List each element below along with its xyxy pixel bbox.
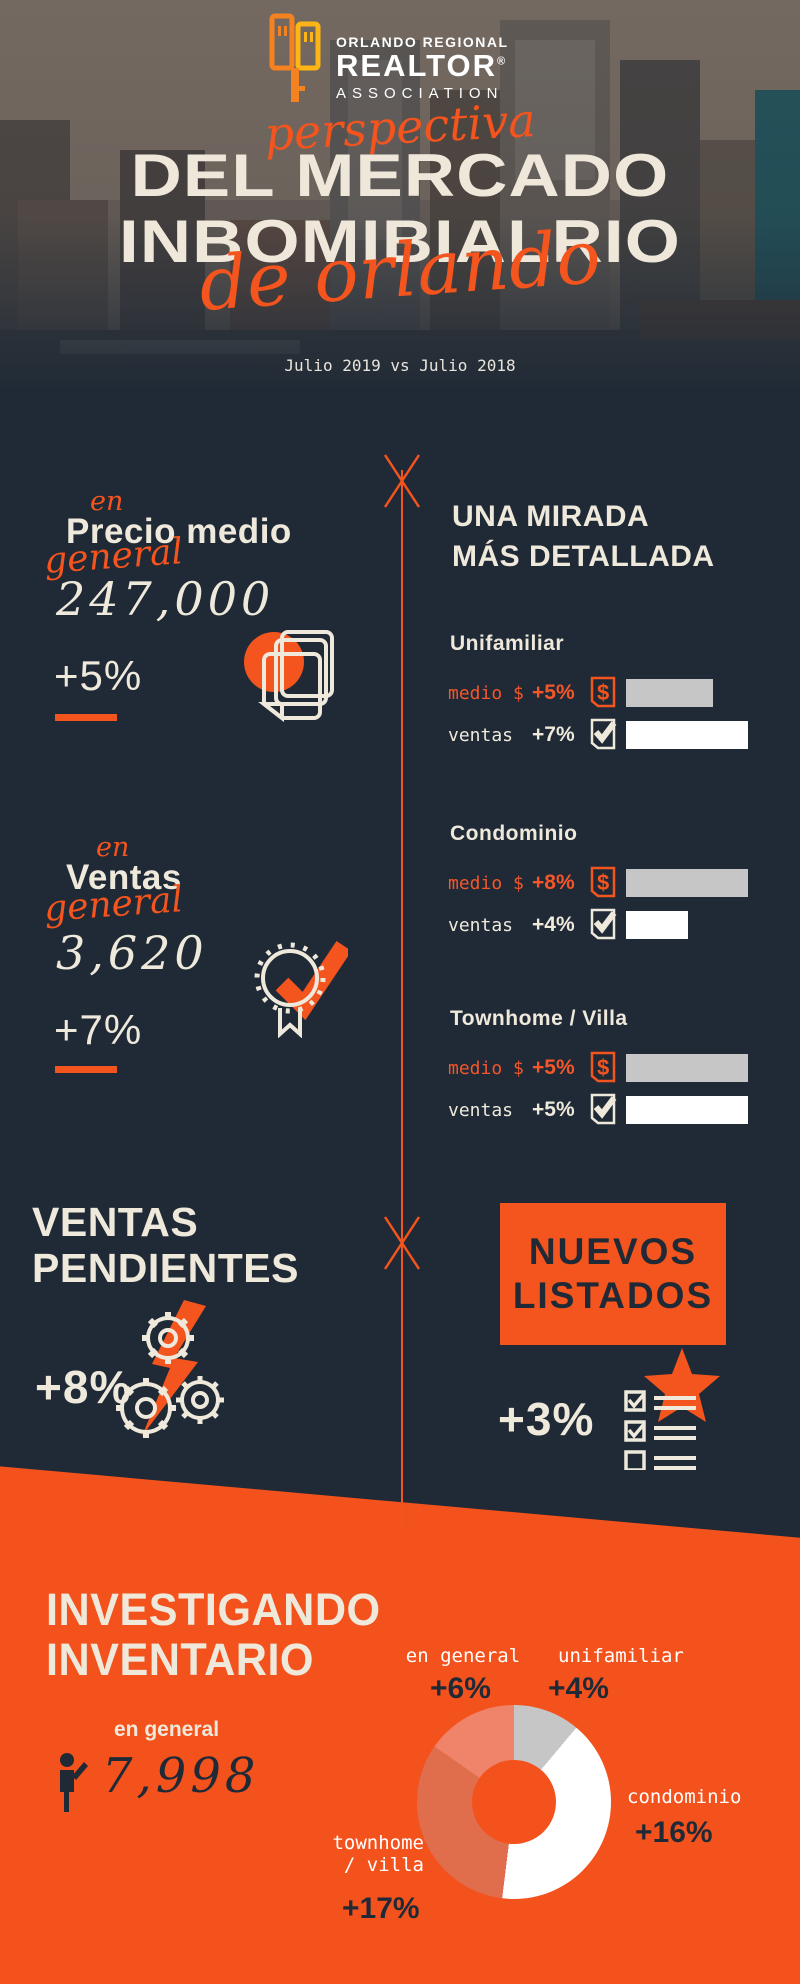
precio-script-en: en: [90, 486, 124, 517]
bar-ventas: [626, 721, 748, 749]
unifamiliar-ventas-row: ventas +7%: [448, 718, 748, 752]
row-label: medio $: [448, 872, 524, 894]
logo-line-realtor: REALTOR®: [336, 48, 508, 83]
row-pct: +8%: [532, 871, 575, 894]
svg-text:$: $: [597, 680, 609, 705]
dark-section-background: [0, 390, 800, 1538]
hero-title-line2: INBOMIBIALRIO: [118, 208, 682, 275]
inventario-value: 7,998: [102, 1748, 260, 1804]
pendientes-title-line1: VENTAS: [32, 1199, 199, 1245]
photo-dark-overlay: [0, 0, 800, 390]
bar-medio: [626, 679, 713, 707]
doc-check-icon: [588, 1093, 626, 1127]
person-icon: [60, 1753, 88, 1812]
donut-label-unifamiliar: unifamiliar: [558, 1645, 684, 1667]
inventario-general-label: en general: [114, 1718, 220, 1741]
row-label: medio $: [448, 1057, 524, 1079]
hero-header: ORLANDO REGIONAL REALTOR® ASSOCIATION pe…: [0, 0, 800, 390]
divider-x-icon: [383, 1216, 421, 1270]
documents-stack-icon: [244, 630, 334, 723]
condominio-medio-row: medio $ +8% $: [448, 866, 748, 900]
doc-dollar-icon: $: [588, 676, 626, 710]
category-unifamiliar: Unifamiliar: [450, 632, 565, 655]
realtor-house-key-icon: [269, 13, 321, 102]
ventas-underline: [55, 1066, 117, 1073]
row-pct: +4%: [532, 913, 575, 936]
divider-x-icon: [383, 454, 421, 508]
star-checklist-icon: [624, 1348, 720, 1470]
precio-value: 247,000: [56, 572, 275, 626]
row-label: ventas: [448, 914, 514, 936]
detail-title-line2: MÁS DETALLADA: [452, 539, 715, 573]
precio-pct: +5%: [54, 652, 143, 699]
row-pct: +7%: [532, 723, 575, 746]
listados-pct: +3%: [498, 1393, 595, 1445]
bar-medio: [626, 869, 748, 897]
row-label: ventas: [448, 724, 514, 746]
doc-dollar-icon: $: [588, 866, 626, 900]
donut-label-en-general: en general: [405, 1645, 521, 1667]
nuevos-listados-box: NUEVOS LISTADOS: [500, 1203, 726, 1345]
category-townhome-villa: Townhome / Villa: [450, 1007, 628, 1030]
inventario-title-line2: INVENTARIO: [46, 1634, 315, 1686]
pendientes-title-line2: PENDIENTES: [32, 1244, 299, 1291]
inventario-title: INVESTIGANDO INVENTARIO: [46, 1584, 381, 1686]
svg-text:$: $: [597, 870, 609, 895]
orra-logo: ORLANDO REGIONAL REALTOR® ASSOCIATION: [268, 10, 509, 102]
ventas-pct: +7%: [54, 1006, 143, 1053]
doc-check-icon: [588, 718, 626, 752]
row-pct: +5%: [532, 1056, 575, 1079]
logo-line-regional: ORLANDO REGIONAL: [336, 34, 509, 50]
townhome-ventas-row: ventas +5%: [448, 1093, 748, 1127]
donut-pct-townhome: +17%: [342, 1892, 420, 1925]
donut-label-townhome: townhome / villa: [332, 1832, 424, 1876]
precio-underline: [55, 714, 117, 721]
hero-title-line1: DEL MERCADO: [130, 142, 670, 209]
vertical-divider-line: [401, 470, 403, 1530]
doc-check-icon: [588, 908, 626, 942]
unifamiliar-medio-row: medio $ +5% $: [448, 676, 713, 710]
gears-lightning-icon: [116, 1300, 224, 1438]
donut-pct-en-general: +6%: [430, 1672, 491, 1705]
detail-title-line1: UNA MIRADA: [452, 500, 650, 533]
row-label: ventas: [448, 1099, 514, 1121]
doc-dollar-icon: $: [588, 1051, 626, 1085]
category-condominio: Condominio: [450, 822, 578, 845]
registered-mark: ®: [496, 55, 508, 68]
row-pct: +5%: [532, 681, 575, 704]
donut-label-condominio: condominio: [627, 1786, 742, 1808]
inventory-donut: [417, 1705, 611, 1899]
row-pct: +5%: [532, 1098, 575, 1121]
donut-pct-unifamiliar: +4%: [548, 1672, 609, 1705]
pendientes-pct: +8%: [35, 1361, 132, 1413]
nuevos-line1: NUEVOS: [528, 1230, 698, 1272]
ventas-script-en: en: [96, 832, 130, 863]
row-label: medio $: [448, 682, 524, 704]
svg-text:$: $: [597, 1055, 609, 1080]
bar-ventas: [626, 1096, 748, 1124]
ventas-value: 3,620: [56, 926, 208, 980]
condominio-ventas-row: ventas +4%: [448, 908, 688, 942]
nuevos-line2: LISTADOS: [512, 1275, 714, 1316]
bar-ventas: [626, 911, 688, 939]
bar-medio: [626, 1054, 748, 1082]
award-ribbon-check-icon: [254, 941, 348, 1038]
precio-heading: Precio medio: [66, 512, 292, 551]
donut-pct-condominio: +16%: [635, 1816, 713, 1849]
inventario-title-line1: INVESTIGANDO: [46, 1584, 381, 1635]
hero-date-comparison: Julio 2019 vs Julio 2018: [284, 356, 516, 375]
ventas-heading: Ventas: [66, 858, 182, 897]
townhome-medio-row: medio $ +5% $: [448, 1051, 748, 1085]
donut-hole: [472, 1760, 556, 1844]
pendientes-title: VENTAS PENDIENTES: [32, 1199, 299, 1292]
detail-title: UNA MIRADA MÁS DETALLADA: [452, 497, 715, 577]
logo-line-association: ASSOCIATION: [336, 84, 504, 102]
